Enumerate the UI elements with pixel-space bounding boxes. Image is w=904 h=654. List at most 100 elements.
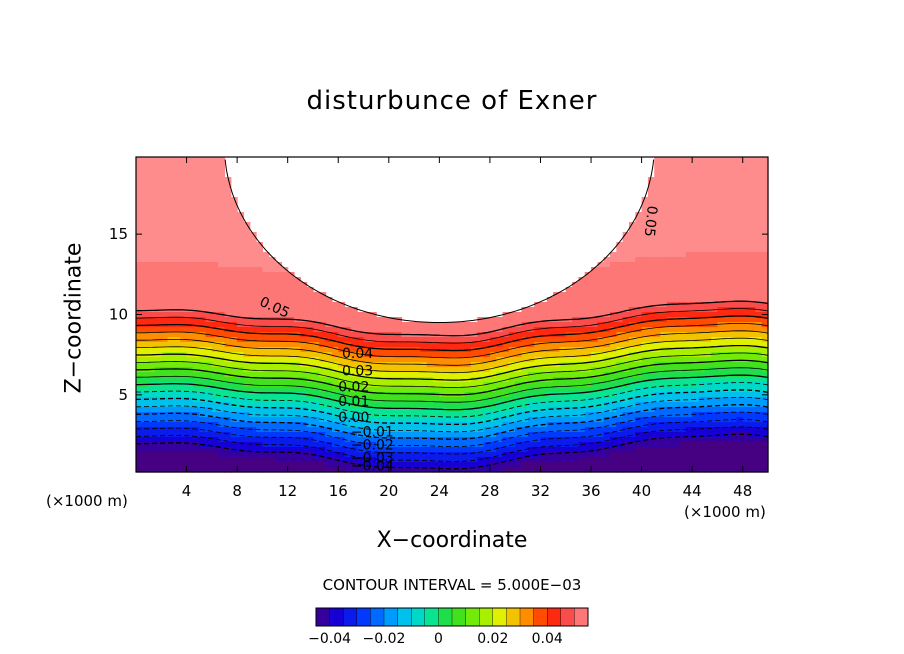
contour-cell: [452, 327, 459, 333]
contour-cell: [199, 257, 207, 263]
contour-cell: [685, 442, 693, 448]
contour-cell: [761, 302, 769, 308]
contour-cell: [603, 322, 611, 328]
contour-cell: [445, 387, 453, 393]
contour-cell: [521, 387, 529, 393]
contour-cell: [616, 432, 624, 438]
contour-cell: [730, 182, 737, 188]
contour-cell: [641, 252, 649, 258]
contour-cell: [262, 312, 270, 318]
contour-cell: [496, 417, 504, 423]
contour-cell: [230, 367, 238, 373]
contour-cell: [211, 212, 219, 218]
contour-cell: [635, 287, 643, 293]
contour-cell: [407, 442, 415, 448]
contour-cell: [591, 382, 598, 388]
contour-cell: [452, 462, 459, 468]
contour-cell: [243, 327, 251, 333]
contour-cell: [546, 382, 554, 388]
contour-cell: [407, 377, 415, 383]
contour-cell: [256, 292, 263, 298]
contour-cell: [294, 392, 301, 398]
contour-cell: [742, 217, 750, 223]
contour-cell: [388, 432, 396, 438]
contour-cell: [622, 357, 630, 363]
contour-cell: [654, 157, 662, 163]
contour-cell: [136, 272, 143, 278]
contour-cell: [685, 222, 693, 228]
contour-cell: [698, 392, 706, 398]
contour-cell: [256, 382, 263, 388]
contour-cell: [654, 447, 662, 453]
contour-cell: [685, 407, 693, 413]
contour-cell: [603, 417, 611, 423]
contour-cell: [445, 467, 453, 473]
contour-cell: [736, 342, 744, 348]
contour-cell: [401, 407, 409, 413]
contour-cell: [717, 407, 725, 413]
contour-cell: [742, 157, 750, 163]
contour-cell: [338, 387, 346, 393]
contour-cell: [470, 382, 478, 388]
contour-cell: [736, 232, 744, 238]
contour-cell: [262, 377, 270, 383]
contour-cell: [622, 252, 630, 258]
contour-cell: [199, 237, 207, 243]
contour-cell: [628, 392, 636, 398]
contour-cell: [136, 212, 143, 218]
contour-cell: [470, 412, 478, 418]
contour-cell: [534, 382, 542, 388]
contour-cell: [654, 237, 662, 243]
contour-cell: [742, 432, 750, 438]
contour-cell: [211, 282, 219, 288]
contour-cell: [237, 232, 245, 238]
contour-cell: [256, 312, 263, 318]
contour-cell: [237, 392, 245, 398]
contour-cell: [148, 432, 156, 438]
contour-cell: [331, 402, 339, 408]
contour-cell: [363, 407, 371, 413]
contour-cell: [635, 367, 643, 373]
contour-cell: [749, 302, 756, 308]
contour-cell: [319, 352, 327, 358]
contour-cell: [452, 457, 459, 463]
contour-cell: [654, 277, 662, 283]
contour-cell: [142, 392, 150, 398]
contour-cell: [275, 357, 282, 363]
contour-cell: [647, 402, 655, 408]
contour-cell: [749, 432, 756, 438]
contour-cell: [654, 192, 662, 198]
contour-cell: [610, 317, 617, 323]
contour-cell: [597, 352, 605, 358]
contour-cell: [622, 372, 630, 378]
contour-cell: [294, 422, 301, 428]
contour-cell: [553, 432, 561, 438]
contour-cell: [300, 407, 308, 413]
contour-cell: [591, 412, 598, 418]
contour-cell: [635, 262, 643, 268]
contour-cell: [666, 452, 674, 458]
contour-cell: [628, 442, 636, 448]
contour-cell: [572, 332, 579, 338]
contour-cell: [136, 247, 143, 253]
contour-cell: [704, 327, 712, 333]
contour-cell: [704, 437, 712, 443]
contour-cell: [635, 457, 643, 463]
contour-cell: [622, 402, 630, 408]
contour-cell: [730, 347, 737, 353]
contour-cell: [603, 447, 611, 453]
contour-cell: [218, 432, 226, 438]
contour-cell: [540, 432, 548, 438]
contour-cell: [218, 167, 226, 173]
contour-cell: [723, 362, 731, 368]
contour-cell: [685, 342, 693, 348]
contour-cell: [433, 322, 440, 328]
contour-cell: [452, 447, 459, 453]
contour-cell: [395, 322, 403, 328]
contour-cell: [736, 282, 744, 288]
contour-cell: [666, 327, 674, 333]
contour-cell: [521, 367, 529, 373]
contour-cell: [199, 422, 207, 428]
contour-cell: [458, 357, 466, 363]
contour-cell: [262, 462, 270, 468]
